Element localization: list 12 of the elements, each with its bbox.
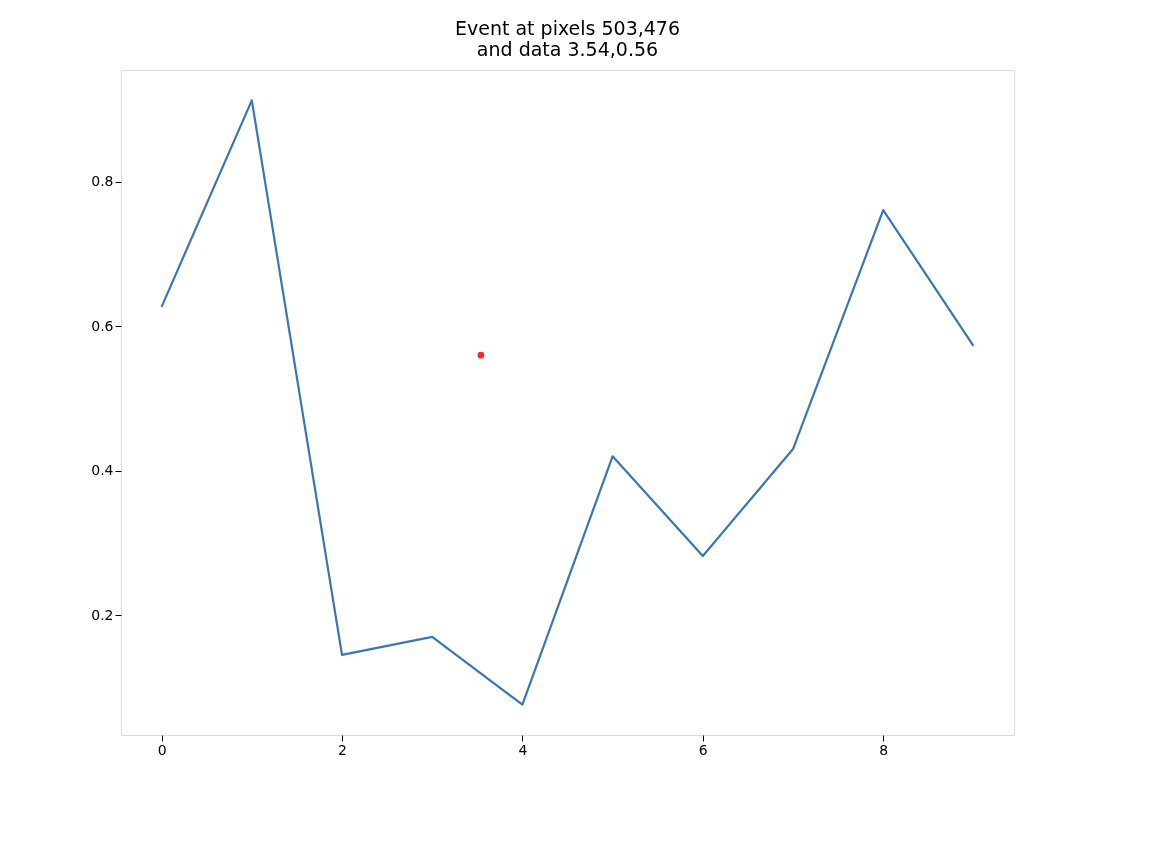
line-series: [160, 99, 975, 706]
y-tick-label: 0.8: [91, 173, 114, 190]
text: and data 3.54,0.56: [476, 38, 659, 60]
y-tick-label: 0.2: [91, 606, 114, 623]
x-tick-label: 2: [338, 741, 347, 758]
y-tick-label: 0.4: [91, 462, 114, 479]
x-tick-label: 8: [879, 741, 889, 758]
x-tick-label: 4: [518, 741, 528, 758]
x-tick-label: 6: [698, 741, 708, 758]
x-tick-label: 0: [157, 741, 167, 758]
y-tick-label: 0.6: [91, 317, 114, 334]
text: Event at pixels 503,476: [454, 17, 681, 39]
